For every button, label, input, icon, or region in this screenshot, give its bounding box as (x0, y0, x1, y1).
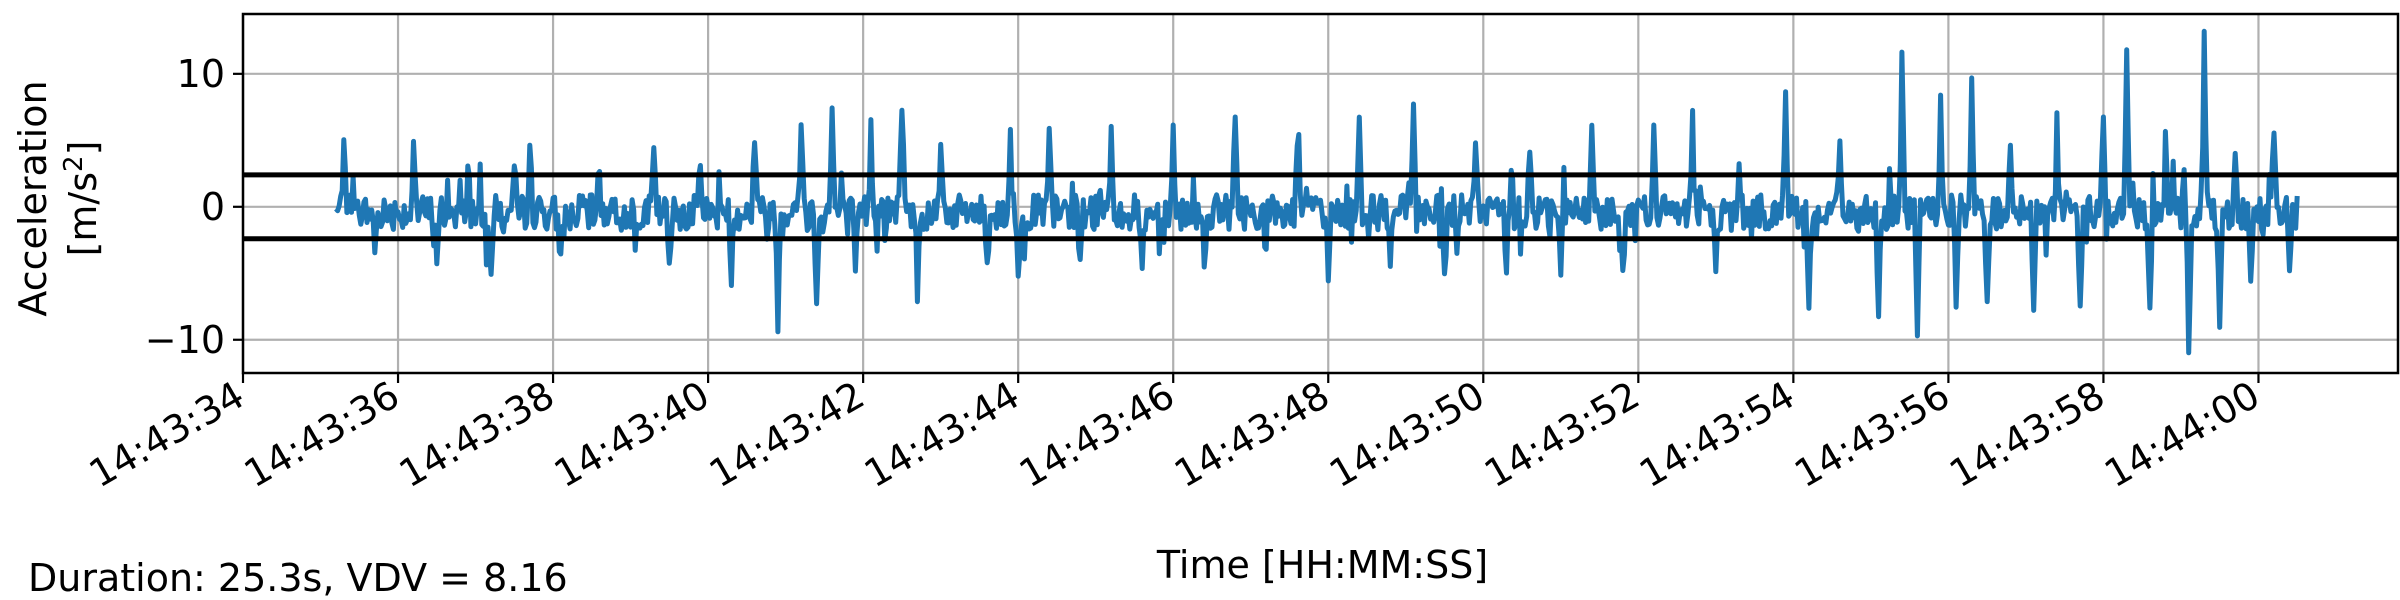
x-axis-label: Time [HH:MM:SS] (1156, 543, 1488, 587)
x-tick-label: 14:43:52 (1477, 373, 1647, 496)
x-tick-label: 14:43:46 (1012, 373, 1182, 496)
x-tick-label: 14:43:50 (1322, 373, 1492, 496)
y-tick-label: 0 (201, 185, 225, 229)
y-unit-base: [m/s (61, 172, 105, 256)
acceleration-series-line (334, 28, 2300, 356)
plot-frame (241, 12, 2400, 375)
x-tick-label: 14:44:00 (2097, 373, 2267, 496)
y-axis-label-unit: [m/s2] (59, 141, 105, 257)
y-axis-label-name: Acceleration (11, 80, 55, 316)
y-tick-label: 10 (177, 52, 225, 96)
y-unit-close: ] (61, 141, 105, 156)
series-layer (334, 28, 2300, 356)
x-tick-label: 14:43:40 (547, 373, 717, 496)
x-tick-label: 14:43:56 (1787, 373, 1957, 496)
x-tick-label: 14:43:54 (1632, 373, 1802, 496)
y-axis: −10 0 10 (145, 52, 243, 362)
y-tick-label: −10 (145, 318, 225, 362)
x-tick-label: 14:43:48 (1167, 373, 1337, 496)
duration-vdv-note: Duration: 25.3s, VDV = 8.16 (28, 556, 568, 600)
x-tick-label: 14:43:36 (237, 373, 407, 496)
x-tick-label: 14:43:34 (82, 373, 252, 496)
grid (241, 14, 2398, 373)
y-axis-label: Acceleration [m/s2] (11, 80, 105, 316)
x-axis: 14:43:3414:43:3614:43:3814:43:4014:43:42… (82, 373, 2267, 496)
x-tick-label: 14:43:42 (702, 373, 872, 496)
x-tick-label: 14:43:58 (1942, 373, 2112, 496)
x-tick-label: 14:43:38 (392, 373, 562, 496)
y-unit-sup: 2 (59, 155, 89, 172)
x-tick-label: 14:43:44 (857, 373, 1027, 496)
threshold-layer (243, 172, 2398, 242)
